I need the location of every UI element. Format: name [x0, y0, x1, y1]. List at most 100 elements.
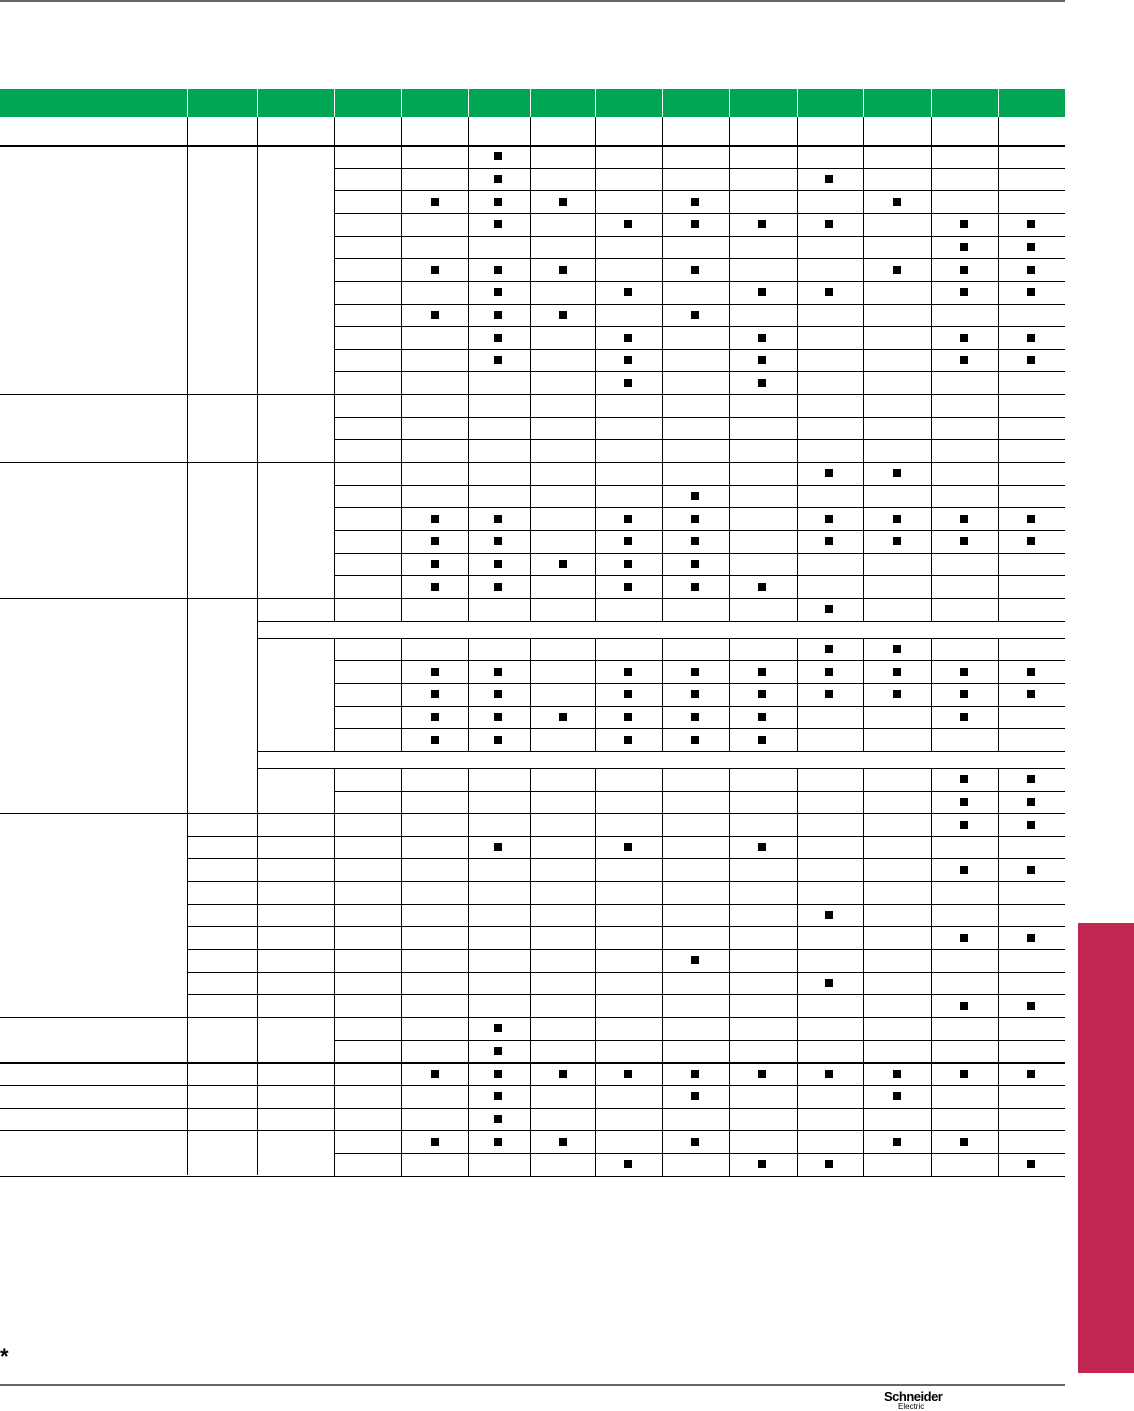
column-divider — [998, 1130, 999, 1153]
column-divider — [334, 1017, 335, 1040]
column-divider — [468, 530, 469, 553]
column-divider — [401, 972, 402, 995]
filled-square-icon — [893, 645, 901, 653]
column-divider — [931, 349, 932, 372]
column-divider — [662, 972, 663, 995]
column-divider — [530, 371, 531, 394]
column-divider — [998, 1062, 999, 1085]
column-divider — [595, 462, 596, 485]
column-divider — [401, 462, 402, 485]
group-divider — [0, 598, 1065, 599]
column-divider — [863, 858, 864, 881]
filled-square-icon — [559, 1070, 567, 1078]
column-divider — [401, 326, 402, 349]
column-divider — [998, 706, 999, 729]
column-divider — [797, 949, 798, 972]
column-divider — [334, 326, 335, 349]
column-divider — [334, 1085, 335, 1108]
filled-square-icon — [1027, 690, 1035, 698]
column-divider — [931, 1062, 932, 1085]
column-divider — [334, 660, 335, 683]
column-divider — [595, 190, 596, 213]
column-divider — [797, 553, 798, 576]
filled-square-icon — [624, 379, 632, 387]
column-divider — [729, 1108, 730, 1131]
filled-square-icon — [825, 220, 833, 228]
filled-square-icon — [559, 266, 567, 274]
column-divider — [468, 660, 469, 683]
column-divider — [530, 168, 531, 191]
column-divider — [530, 304, 531, 327]
column-divider — [530, 349, 531, 372]
column-divider — [797, 485, 798, 508]
header-cell — [335, 89, 401, 117]
filled-square-icon — [825, 979, 833, 987]
filled-square-icon — [758, 583, 766, 591]
column-divider — [662, 145, 663, 168]
column-divider — [334, 972, 335, 995]
filled-square-icon — [624, 334, 632, 342]
column-divider — [595, 1130, 596, 1153]
column-divider — [468, 553, 469, 576]
column-divider — [729, 117, 730, 145]
column-divider — [931, 994, 932, 1017]
column-divider — [530, 1130, 531, 1153]
filled-square-icon — [893, 266, 901, 274]
column-divider — [334, 553, 335, 576]
footer-rule — [0, 1384, 1065, 1386]
filled-square-icon — [624, 537, 632, 545]
filled-square-icon — [431, 560, 439, 568]
filled-square-icon — [758, 736, 766, 744]
group-divider — [0, 394, 1065, 395]
column-divider — [530, 598, 531, 621]
column-divider — [931, 813, 932, 836]
column-divider — [595, 326, 596, 349]
column-divider — [401, 575, 402, 598]
group-divider — [0, 1085, 1065, 1086]
column-divider — [998, 1017, 999, 1040]
column-divider — [729, 926, 730, 949]
column-divider — [530, 190, 531, 213]
column-divider — [729, 660, 730, 683]
column-divider — [595, 168, 596, 191]
column-divider — [863, 462, 864, 485]
logo-line2: Electric — [898, 1402, 925, 1411]
column-divider — [468, 813, 469, 836]
column-divider — [530, 881, 531, 904]
column-divider — [931, 530, 932, 553]
column-divider — [334, 190, 335, 213]
filled-square-icon — [960, 798, 968, 806]
column-divider — [334, 507, 335, 530]
filled-square-icon — [494, 690, 502, 698]
row-divider — [187, 972, 1065, 973]
column-divider — [863, 575, 864, 598]
column-divider — [401, 791, 402, 814]
column-divider — [334, 706, 335, 729]
column-divider — [931, 904, 932, 927]
column-divider — [998, 117, 999, 145]
column-divider — [468, 728, 469, 751]
row-divider — [187, 904, 1065, 905]
header-cell — [188, 89, 257, 117]
column-divider — [998, 281, 999, 304]
column-divider — [468, 836, 469, 859]
column-divider — [334, 1108, 335, 1131]
row-divider — [334, 190, 1065, 191]
filled-square-icon — [431, 266, 439, 274]
column-divider — [468, 598, 469, 621]
column-divider — [863, 1085, 864, 1108]
header-cell — [596, 89, 662, 117]
filled-square-icon — [691, 736, 699, 744]
column-divider — [468, 190, 469, 213]
filled-square-icon — [1027, 515, 1035, 523]
column-divider — [530, 660, 531, 683]
column-divider — [334, 791, 335, 814]
column-divider — [662, 728, 663, 751]
column-divider — [931, 117, 932, 145]
column-divider — [998, 575, 999, 598]
row-divider — [187, 926, 1065, 927]
column-divider — [468, 768, 469, 791]
column-divider — [729, 236, 730, 259]
column-divider — [401, 507, 402, 530]
filled-square-icon — [825, 690, 833, 698]
